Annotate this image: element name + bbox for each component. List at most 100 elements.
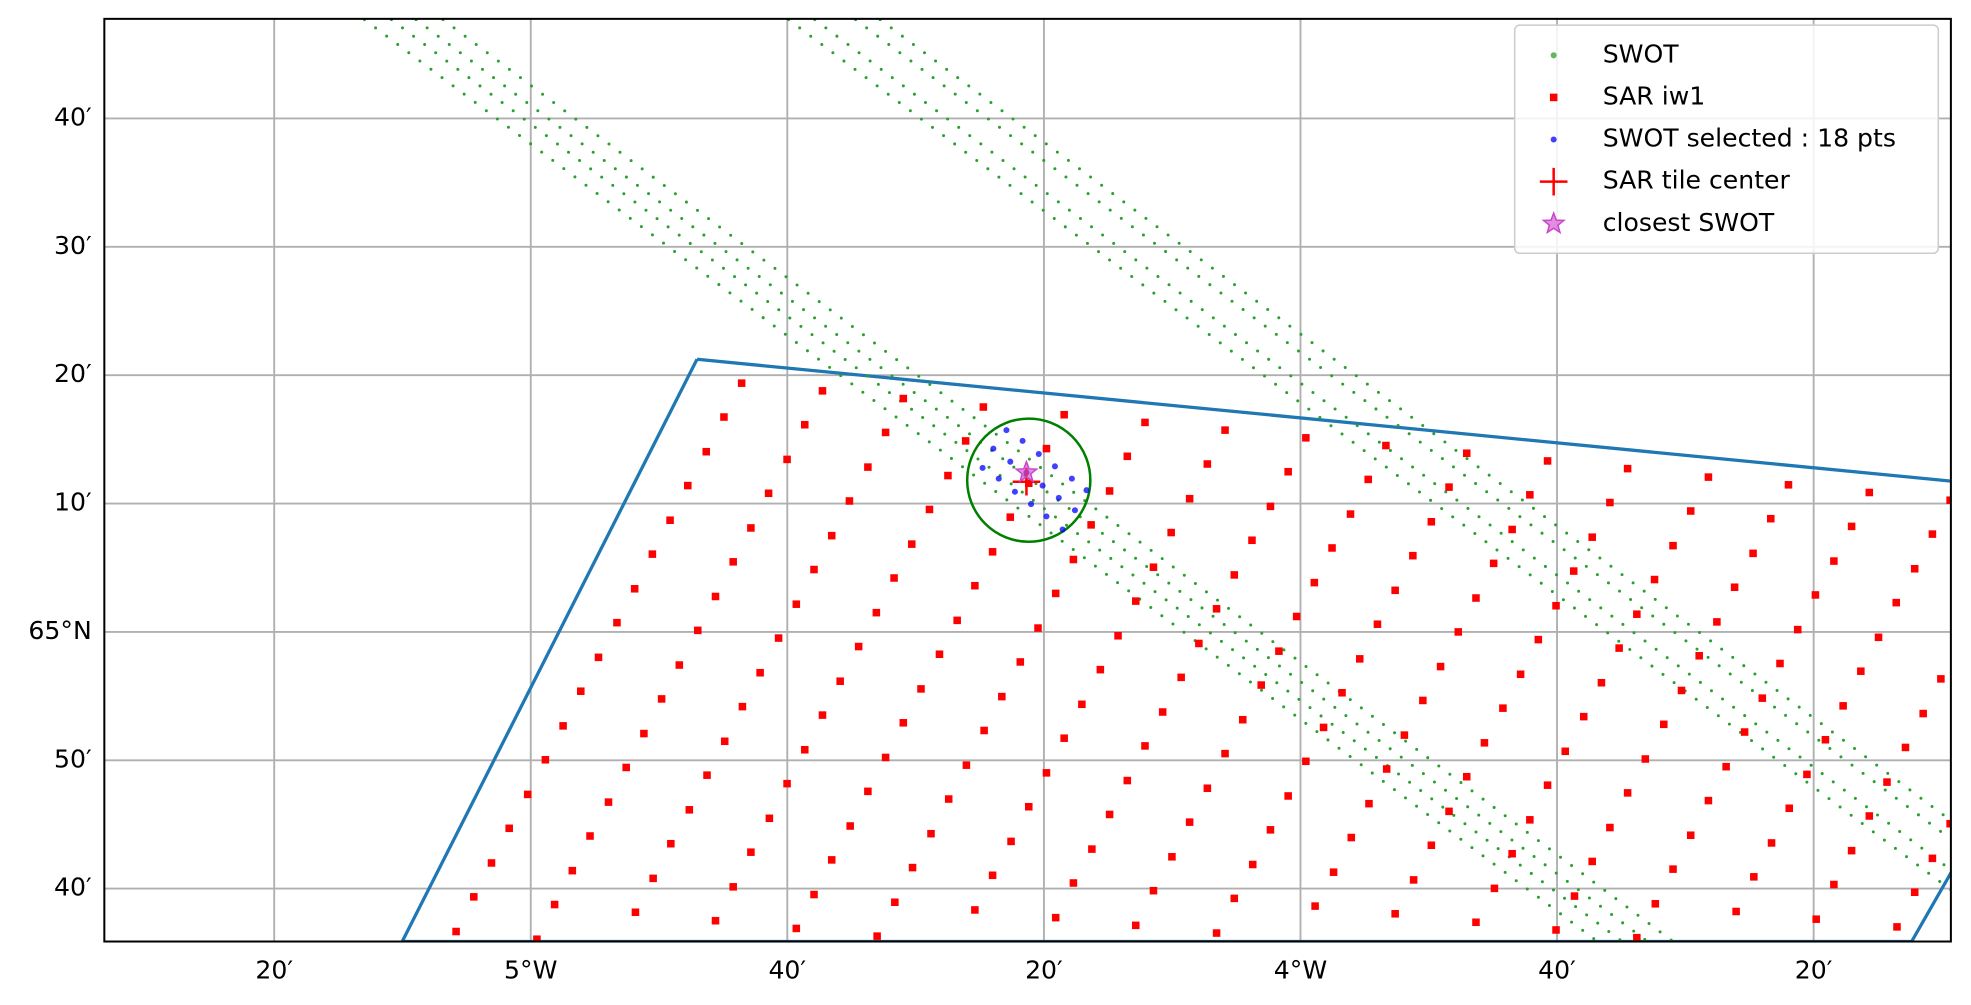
point	[927, 829, 935, 838]
point	[703, 771, 711, 779]
point	[1212, 929, 1221, 937]
point	[1597, 678, 1606, 687]
point	[890, 574, 898, 582]
point	[818, 711, 827, 719]
point	[1302, 434, 1310, 442]
point	[1793, 625, 1802, 634]
point	[452, 927, 460, 936]
point	[1055, 494, 1062, 501]
point	[1016, 658, 1025, 666]
point	[1167, 528, 1175, 537]
point	[1910, 888, 1919, 896]
point	[631, 908, 640, 917]
point	[1454, 628, 1463, 636]
point	[541, 755, 550, 764]
point	[1168, 853, 1176, 861]
point	[1623, 464, 1632, 473]
point	[783, 455, 791, 464]
point	[1114, 631, 1122, 640]
point	[1677, 686, 1686, 695]
point	[694, 626, 702, 635]
point	[470, 893, 478, 901]
point	[1123, 776, 1132, 785]
point	[1686, 831, 1695, 840]
point	[1043, 513, 1050, 520]
point	[1508, 849, 1516, 858]
point	[891, 898, 899, 907]
legend-label: SAR tile center	[1603, 166, 1791, 195]
point	[1928, 530, 1937, 538]
legend-marker	[1539, 167, 1568, 196]
point	[1158, 708, 1167, 716]
point	[1730, 583, 1739, 592]
point	[613, 618, 621, 627]
point	[1543, 457, 1552, 465]
point	[1569, 567, 1578, 575]
point	[1024, 479, 1033, 488]
point	[1409, 876, 1418, 884]
point	[1141, 742, 1149, 750]
point	[1686, 507, 1695, 515]
point	[1355, 655, 1364, 663]
point	[1633, 933, 1641, 942]
point	[747, 848, 755, 856]
point	[801, 420, 809, 429]
point	[1028, 501, 1035, 508]
point	[505, 824, 513, 833]
point	[1633, 610, 1641, 618]
point	[1069, 879, 1078, 887]
point	[1329, 868, 1338, 876]
point	[1588, 533, 1596, 541]
point	[630, 585, 639, 593]
point	[1651, 900, 1660, 908]
point	[1928, 854, 1937, 863]
point	[1561, 747, 1570, 756]
point	[1732, 907, 1740, 916]
legend-marker	[1550, 136, 1557, 143]
point	[1346, 510, 1355, 518]
point	[1051, 589, 1060, 598]
point	[1812, 915, 1820, 923]
y-tick-label: 30′	[54, 231, 92, 260]
point	[1436, 662, 1445, 671]
point	[818, 387, 827, 395]
point	[995, 475, 1002, 482]
point	[1195, 639, 1203, 648]
y-tick-label: 10′	[54, 488, 92, 517]
legend-box	[1513, 24, 1940, 255]
point	[810, 890, 818, 899]
point	[1060, 734, 1068, 742]
point	[1149, 563, 1158, 571]
point	[990, 445, 997, 452]
point	[1857, 667, 1865, 675]
point	[1014, 459, 1039, 483]
point	[1131, 921, 1140, 930]
point	[1722, 762, 1730, 771]
point	[594, 653, 603, 662]
point	[1373, 620, 1382, 628]
point	[1284, 467, 1292, 476]
point	[1472, 918, 1480, 927]
point	[1177, 673, 1185, 682]
point	[1758, 694, 1767, 702]
point	[1534, 635, 1543, 644]
point	[846, 822, 854, 830]
point	[586, 832, 594, 840]
plot-frame	[103, 17, 1952, 943]
point	[899, 394, 908, 403]
point	[1776, 659, 1784, 668]
point	[1419, 696, 1427, 705]
point	[1615, 644, 1623, 652]
point	[533, 935, 541, 942]
legend-label: closest SWOT	[1603, 208, 1775, 237]
point	[1083, 487, 1090, 494]
point	[810, 565, 818, 574]
point	[1409, 551, 1417, 560]
point	[1221, 749, 1229, 758]
point	[1445, 483, 1453, 491]
point	[1266, 826, 1275, 834]
point	[1750, 873, 1758, 881]
point	[1185, 818, 1194, 826]
point	[1516, 670, 1525, 679]
point	[738, 702, 747, 711]
